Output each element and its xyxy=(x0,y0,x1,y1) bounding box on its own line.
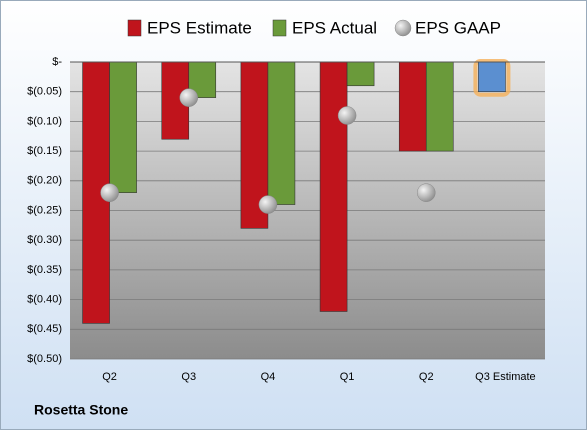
point xyxy=(417,183,436,202)
y-tick-label: $(0.20) xyxy=(27,175,62,187)
point xyxy=(258,195,278,214)
y-tick-label: $(0.50) xyxy=(27,353,62,365)
legend-label: EPS Estimate xyxy=(147,18,252,37)
x-tick-label: Q2 xyxy=(102,371,117,383)
legend-marker xyxy=(127,19,142,37)
y-tick-label: $(0.35) xyxy=(27,264,62,276)
chart-title: Rosetta Stone xyxy=(34,402,128,418)
bar xyxy=(319,61,348,312)
y-tick-label: $(0.25) xyxy=(27,204,62,216)
highlight-glow xyxy=(473,59,511,97)
bar xyxy=(267,61,296,205)
bar xyxy=(398,61,427,152)
bar xyxy=(478,61,506,93)
bar xyxy=(109,61,137,193)
y-tick-label: $(0.40) xyxy=(27,294,62,306)
bar xyxy=(346,61,375,87)
y-tick-label: $(0.15) xyxy=(27,145,62,157)
y-tick-label: $(0.10) xyxy=(27,115,62,127)
point xyxy=(337,106,357,125)
y-tick-label: $(0.30) xyxy=(27,234,62,246)
point xyxy=(179,88,198,107)
legend-marker xyxy=(272,19,287,37)
y-tick-label: $(0.05) xyxy=(27,86,62,98)
y-tick-label: $- xyxy=(52,56,62,68)
x-tick-label: Q3 Estimate xyxy=(475,371,536,383)
y-tick-label: $(0.45) xyxy=(27,323,62,335)
legend-marker xyxy=(394,19,412,37)
legend-label: EPS GAAP xyxy=(415,18,501,37)
bar xyxy=(425,61,454,152)
x-tick-label: Q4 xyxy=(261,371,276,383)
point xyxy=(100,183,119,202)
legend-label: EPS Actual xyxy=(292,18,377,37)
bar xyxy=(188,61,217,98)
x-tick-label: Q1 xyxy=(340,371,355,383)
x-tick-label: Q3 xyxy=(181,371,196,383)
x-tick-label: Q2 xyxy=(419,371,434,383)
